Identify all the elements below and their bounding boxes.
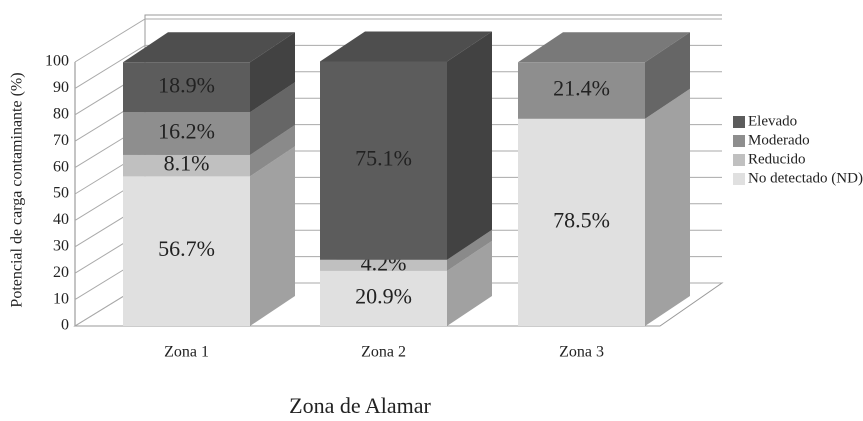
bar	[320, 259, 447, 271]
bar-top	[320, 31, 492, 62]
value-label: 18.9%	[158, 72, 215, 97]
legend-label: Moderado	[748, 132, 810, 148]
bar	[123, 176, 250, 326]
legend-label: Reducido	[748, 151, 806, 167]
bar	[123, 112, 250, 155]
value-label: 21.4%	[553, 76, 610, 101]
bar-side	[447, 31, 492, 260]
value-label: 20.9%	[355, 283, 412, 308]
bar	[123, 154, 250, 177]
bar	[518, 62, 645, 119]
bar-side	[447, 229, 492, 271]
bar-side	[645, 88, 690, 326]
bar-side	[447, 240, 492, 326]
bar-side	[645, 32, 690, 119]
bar-side	[250, 82, 295, 155]
legend-swatch	[733, 116, 745, 128]
bar-top	[518, 32, 690, 63]
bar-side	[250, 124, 295, 177]
x-tick-label: Zona 2	[361, 344, 406, 361]
bar	[518, 118, 645, 326]
legend-swatch	[733, 154, 745, 166]
bar	[320, 270, 447, 326]
bar-top	[123, 32, 295, 63]
y-tick-label: 30	[53, 237, 69, 254]
x-axis-label: Zona de Alamar	[289, 393, 431, 418]
y-tick-label: 60	[53, 158, 69, 175]
value-label: 75.1%	[355, 146, 412, 171]
bar-side	[250, 146, 295, 326]
legend-label: Elevado	[748, 113, 797, 129]
grid-line	[74, 18, 722, 63]
legend-label: No detectado (ND)	[748, 170, 863, 186]
bar-side	[250, 32, 295, 113]
y-tick-label: 100	[45, 53, 69, 70]
grid-line	[74, 44, 722, 89]
y-axis-label: Potencial de carga contaminante (%)	[9, 72, 26, 307]
value-label: 78.5%	[553, 207, 610, 232]
legend-swatch	[733, 135, 745, 147]
y-tick-label: 70	[53, 132, 69, 149]
value-label: 16.2%	[158, 119, 215, 144]
y-tick-label: 20	[53, 264, 69, 281]
legend-swatch	[733, 173, 745, 185]
value-label: 56.7%	[158, 236, 215, 261]
bar	[320, 61, 447, 260]
x-tick-label: Zona 1	[164, 344, 209, 361]
bar	[123, 62, 250, 113]
y-tick-label: 10	[53, 290, 69, 307]
y-tick-label: 0	[61, 317, 69, 334]
y-tick-label: 80	[53, 105, 69, 122]
y-tick-label: 90	[53, 79, 69, 96]
y-tick-label: 50	[53, 185, 69, 202]
x-tick-label: Zona 3	[559, 344, 604, 361]
y-tick-label: 40	[53, 211, 69, 228]
